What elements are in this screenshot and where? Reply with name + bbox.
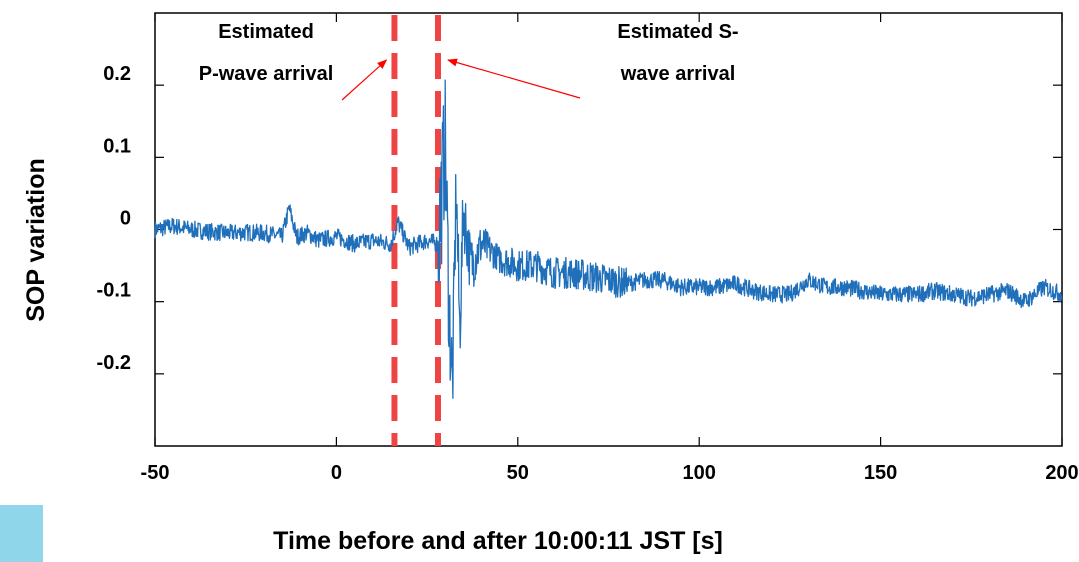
x-tick-label: 200 [1045, 462, 1078, 484]
y-axis-title: SOP variation [22, 158, 50, 322]
annotations: Estimated P-wave arrival Estimated S-wave … [199, 21, 739, 101]
x-tick-label: 100 [683, 462, 716, 484]
s-wave-label-line1: Estimated S- [617, 21, 738, 43]
y-tick-label: 0 [120, 208, 131, 230]
x-tick-label: 0 [331, 462, 342, 484]
x-tick-label: -50 [141, 462, 170, 484]
y-tick-label: -0.2 [97, 352, 131, 374]
s-wave-label-line2: wave arrival [620, 63, 736, 85]
p-wave-label-line1: Estimated [218, 21, 314, 43]
x-tick-label: 50 [507, 462, 529, 484]
decorative-sliver [0, 505, 43, 562]
s-wave-arrow [447, 58, 581, 99]
y-tick-label: -0.1 [97, 280, 131, 302]
y-tick-label: 0.1 [103, 135, 131, 157]
p-wave-label-line2: P-wave arrival [199, 63, 334, 85]
series [154, 79, 1063, 399]
x-axis-title: Time before and after 10:00:11 JST [s] [273, 527, 723, 555]
arrival-markers [391, 15, 441, 446]
p-wave-arrow [341, 59, 388, 101]
y-tick-label: 0.2 [103, 63, 131, 85]
tick-labels: -50 0 50 100 150 200 0.2 0.1 0 -0.1 -0.2 [97, 63, 1079, 484]
series-line [154, 79, 1063, 399]
x-tick-label: 150 [864, 462, 897, 484]
